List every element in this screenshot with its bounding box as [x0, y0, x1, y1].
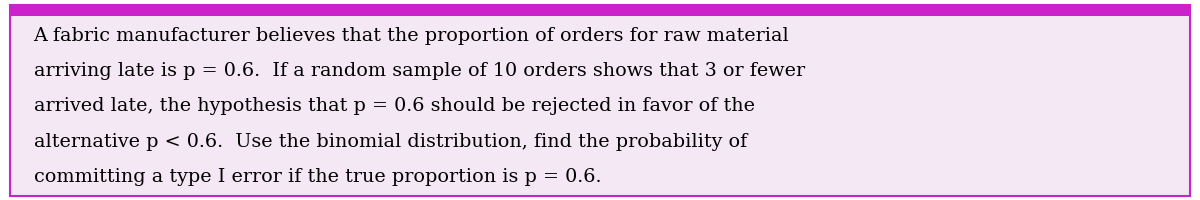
Text: arriving late is p = 0.6.  If a random sample of 10 orders shows that 3 or fewer: arriving late is p = 0.6. If a random sa…	[34, 62, 805, 80]
Bar	[10, 6, 1190, 17]
Text: A fabric manufacturer believes that the proportion of orders for raw material: A fabric manufacturer believes that the …	[34, 27, 790, 45]
Text: arrived late, the hypothesis that p = 0.6 should be rejected in favor of the: arrived late, the hypothesis that p = 0.…	[34, 97, 755, 115]
Text: alternative p < 0.6.  Use the binomial distribution, find the probability of: alternative p < 0.6. Use the binomial di…	[34, 132, 746, 150]
Text: committing a type I error if the true proportion is p = 0.6.: committing a type I error if the true pr…	[34, 167, 601, 185]
